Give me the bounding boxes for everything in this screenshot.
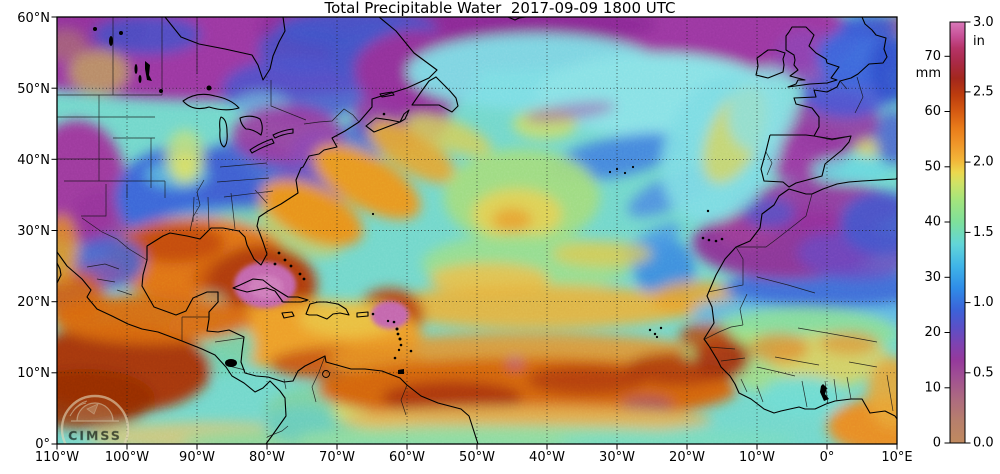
colorbar-in-tick-label: 3.0: [973, 15, 994, 30]
lon-tick-label: 110°W: [35, 450, 79, 465]
colorbar-mm-tick-label: 70: [924, 49, 941, 64]
lon-tick-label: 60°W: [389, 450, 425, 465]
colorbar-mm-tick-label: 0: [933, 436, 941, 451]
colorbar-mm-tick-label: 20: [924, 325, 941, 340]
lat-tick-label: 20°N: [17, 295, 50, 310]
colorbar: 70 mm 60 50 40 30 20 10 0 3.0 in 2.5 2.0…: [916, 15, 994, 451]
lon-tick-label: 0°: [820, 450, 835, 465]
graticule-gridlines: [57, 17, 897, 444]
colorbar-in-tick-label: 0.0: [973, 436, 994, 451]
lon-tick-label: 80°W: [249, 450, 285, 465]
colorbar-in-tick-label: 1.0: [973, 295, 994, 310]
cimss-logo-circle: [60, 394, 130, 444]
cimss-satellite-dish-icon: [86, 403, 99, 415]
lon-tick-label: 10°W: [739, 450, 775, 465]
colorbar-in-tick-label: 0.5: [973, 365, 994, 380]
colorbar-mm-unit-label: mm: [916, 66, 941, 81]
coastlines: [57, 17, 897, 444]
lat-tick-label: 0°: [35, 437, 50, 452]
colorbar-mm-tick-label: 50: [924, 160, 941, 175]
lakes-and-islands: [93, 27, 829, 401]
lon-tick-label: 40°W: [529, 450, 565, 465]
colorbar-tick-marks: [944, 21, 971, 444]
colorbar-mm-scale: 70 mm 60 50 40 30 20 10 0: [916, 49, 941, 451]
lon-tick-label: 90°W: [179, 450, 215, 465]
lat-tick-label: 50°N: [17, 82, 50, 97]
colorbar-mm-tick-label: 10: [924, 380, 941, 395]
colorbar-in-unit-label: in: [973, 34, 985, 49]
lat-tick-label: 10°N: [17, 366, 50, 381]
political-borders: [57, 17, 894, 438]
axis-tick-marks: [51, 16, 898, 450]
colorbar-in-tick-label: 1.5: [973, 225, 994, 240]
lon-tick-label: 10°E: [881, 450, 912, 465]
cimss-watermark-logo: CIMSS: [60, 394, 130, 444]
colorbar-gradient-bar: [949, 21, 966, 444]
cimss-watermark-text: CIMSS: [68, 428, 122, 443]
colorbar-in-scale: 3.0 in 2.5 2.0 1.5 1.0 0.5 0.0: [973, 15, 994, 451]
lat-tick-label: 60°N: [17, 11, 50, 26]
colorbar-mm-tick-label: 60: [924, 104, 941, 119]
lon-tick-label: 70°W: [319, 450, 355, 465]
lat-tick-label: 30°N: [17, 224, 50, 239]
colorbar-in-tick-label: 2.0: [973, 155, 994, 170]
colorbar-in-tick-label: 2.5: [973, 84, 994, 99]
map-plot-area: CIMSS: [56, 16, 898, 445]
lon-tick-label: 20°W: [669, 450, 705, 465]
lon-tick-label: 100°W: [105, 450, 149, 465]
lon-tick-label: 50°W: [459, 450, 495, 465]
longitude-axis-labels: 110°W 100°W 90°W 80°W 70°W 60°W 50°W 40°…: [35, 450, 913, 465]
lon-tick-label: 30°W: [599, 450, 635, 465]
lake-outlines: [322, 370, 330, 378]
colorbar-mm-tick-label: 40: [924, 215, 941, 230]
lat-tick-label: 40°N: [17, 153, 50, 168]
colorbar-mm-tick-label: 30: [924, 270, 941, 285]
latitude-axis-labels: 60°N 50°N 40°N 30°N 20°N 10°N 0°: [17, 11, 50, 452]
page-title: Total Precipitable Water 2017-09-09 1800…: [323, 0, 675, 17]
